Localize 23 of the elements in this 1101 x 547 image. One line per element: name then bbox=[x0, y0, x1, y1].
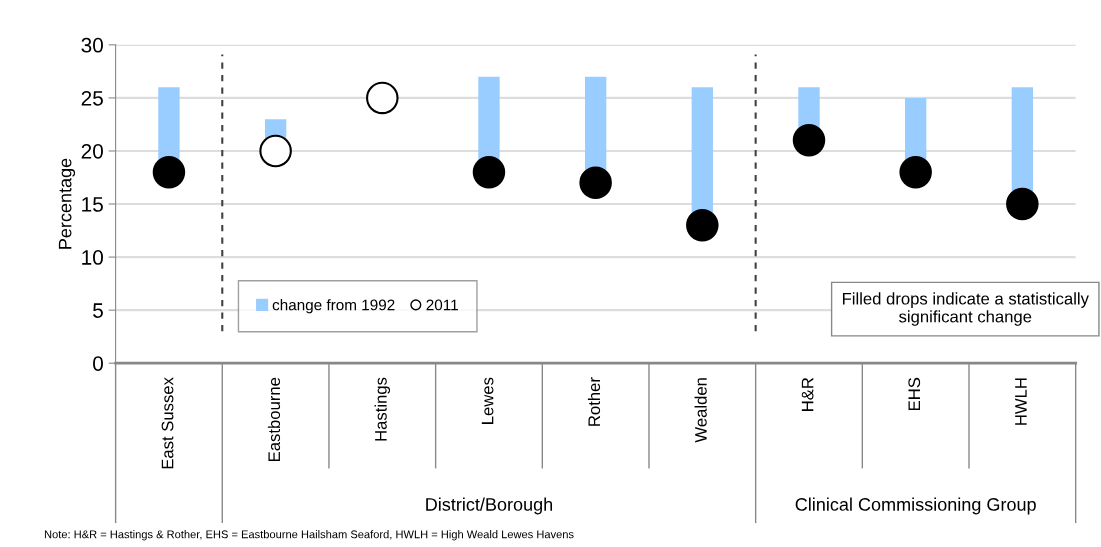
y-tick-label: 5 bbox=[93, 303, 103, 318]
x-tick-label: EHS bbox=[908, 377, 921, 410]
x-tick-label: H&R bbox=[801, 377, 814, 411]
legend-label: change from 1992 bbox=[272, 299, 395, 314]
y-tick-label: 20 bbox=[81, 143, 103, 159]
y-tick-label: 15 bbox=[82, 197, 103, 212]
x-tick-label: Hastings bbox=[374, 377, 391, 441]
y-tick-label: 10 bbox=[82, 250, 103, 265]
text: District/Borough bbox=[426, 497, 553, 515]
x-tick-label: Eastbourne bbox=[267, 377, 281, 461]
text: Clinical Commissioning Group bbox=[795, 497, 1036, 515]
y-tick-label: 30 bbox=[81, 37, 103, 53]
y-tick-label: 0 bbox=[93, 356, 103, 371]
annotation: Filled drops indicate a statistically significant change bbox=[842, 292, 1089, 326]
y-axis-title: Percentage bbox=[58, 158, 76, 249]
x-tick-label: Rother bbox=[587, 377, 601, 426]
x-tick-label: Wealden bbox=[694, 378, 707, 443]
x-tick-label: HWLH bbox=[1015, 378, 1027, 425]
x-tick-label: East Sussex bbox=[161, 377, 174, 469]
y-tick-label: 25 bbox=[81, 90, 103, 106]
x-tick-label: Lewes bbox=[481, 377, 494, 424]
legend-label: 2011 bbox=[426, 299, 458, 311]
text: Note: H&R = Hastings & Rother, EHS = Eastbourne Hailsham Seaford, HWLH = High Weald Lewes Havens bbox=[44, 530, 574, 541]
